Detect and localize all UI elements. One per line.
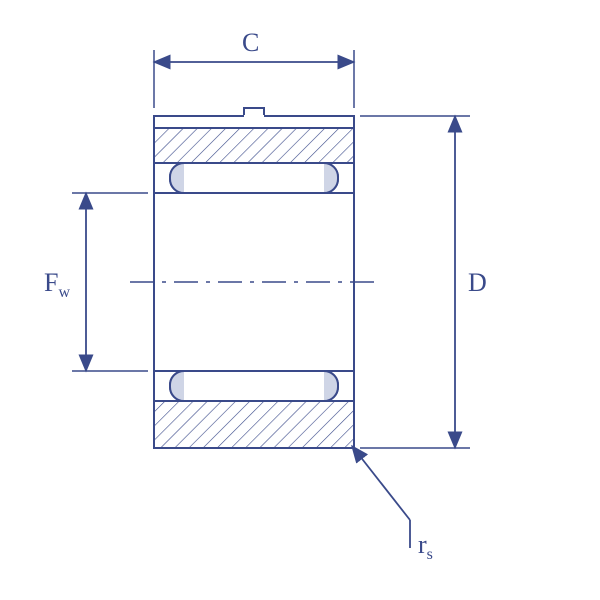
roller-bottom xyxy=(170,371,338,401)
bearing-diagram: C D Fw rs xyxy=(0,0,600,600)
label-rs: rs xyxy=(418,530,433,564)
notch-top xyxy=(244,108,264,116)
dim-d xyxy=(360,116,470,448)
ring-hatch-bottom xyxy=(154,401,354,448)
label-fw-sub: w xyxy=(58,284,70,301)
dim-c xyxy=(154,50,354,108)
label-fw: Fw xyxy=(44,268,70,302)
ring-flange-top xyxy=(154,116,354,128)
label-rs-sub: s xyxy=(427,546,433,563)
label-c: C xyxy=(242,28,259,58)
ring-hatch-top xyxy=(154,128,354,163)
label-rs-main: r xyxy=(418,530,427,559)
dim-rs xyxy=(352,446,410,548)
drawing-svg xyxy=(0,0,600,600)
label-fw-main: F xyxy=(44,268,58,297)
roller-top xyxy=(170,163,338,193)
label-d: D xyxy=(468,268,487,298)
